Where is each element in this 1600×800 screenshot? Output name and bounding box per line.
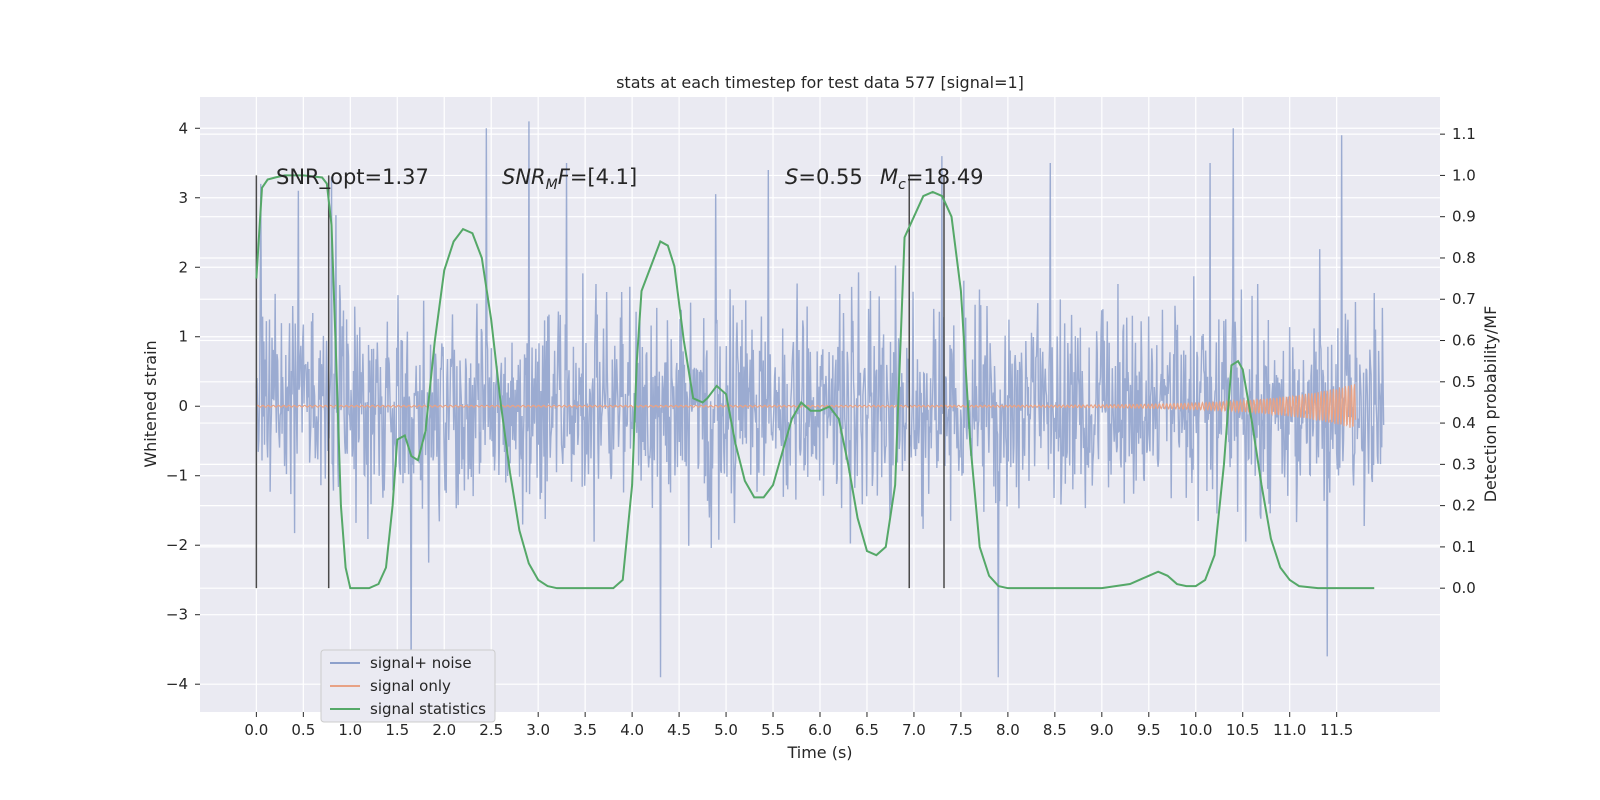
annotation-mc: Mc=18.49 [880,165,984,193]
y-tick-label: −3 [166,606,188,624]
y-right-tick-label: 1.0 [1452,166,1476,184]
y-tick-label: −4 [166,675,188,693]
legend-label-stats: signal statistics [370,700,486,718]
x-tick-label: 3.5 [573,721,597,739]
vertical-markers [255,175,945,589]
annotation-snr-opt: SNR_opt=1.37 [276,165,429,190]
x-tick-label: 3.0 [526,721,550,739]
y-right-axis-label: Detection probability/MF [1481,306,1500,503]
annotation-s: S=0.55 [785,165,863,189]
y-tick-label: 0 [178,397,188,415]
x-tick-label: 5.5 [761,721,785,739]
x-tick-label: 6.5 [855,721,879,739]
legend-box [320,649,496,723]
x-tick-label: 10.5 [1226,721,1259,739]
series-signal-plus-noise [255,121,1385,678]
y-tick-label: 4 [178,119,188,137]
y-right-tick-label: 0.2 [1452,497,1476,515]
x-tick-label: 2.5 [479,721,503,739]
x-axis-label: Time (s) [786,743,852,762]
annotation-s-value: =0.55 [798,165,862,189]
annotation-mc-sub: c [898,177,906,193]
x-tick-label: 11.5 [1320,721,1353,739]
y-tick-label: −2 [166,536,188,554]
x-tick-label: 7.5 [949,721,973,739]
annotation-snr-mf-sub: M [546,177,558,193]
annotation-snr-mf-rest: =[4.1] [570,165,637,189]
y-tick-label: 2 [178,258,188,276]
y-tick-label: −1 [166,467,188,485]
x-tick-label: 4.0 [620,721,644,739]
y-right-tick-label: 0.9 [1452,208,1476,226]
annotation-snr-mf-main: SNR [502,165,546,189]
legend-label-noise: signal+ noise [370,654,472,672]
y-right-tick-label: 0.1 [1452,538,1476,556]
y-right-tick-label: 0.6 [1452,332,1476,350]
x-tick-label: 6.0 [808,721,832,739]
y-tick-label: 3 [178,189,188,207]
x-tick-label: 1.0 [338,721,362,739]
statistics-line [255,174,1375,590]
y-right-tick-label: 0.8 [1452,249,1476,267]
y-right-tick-label: 0.0 [1452,579,1476,597]
x-tick-label: 8.0 [996,721,1020,739]
series-signal-statistics [255,174,1375,590]
noise-trace [255,121,1385,678]
x-tick-label: 0.5 [291,721,315,739]
x-tick-label: 11.0 [1273,721,1306,739]
y-axis-label: Whitened strain [141,340,160,467]
annotation-mc-main: M [880,165,898,189]
x-tick-label: 7.0 [902,721,926,739]
y-right-axis-ticks: 1.1 1.0 0.9 0.8 0.7 0.6 0.5 0.4 0.3 0.2 0.1 0.0 [1440,125,1476,597]
x-tick-label: 5.0 [714,721,738,739]
annotation-s-main: S [785,165,798,189]
y-right-tick-label: 0.3 [1452,455,1476,473]
x-tick-label: 9.0 [1090,721,1114,739]
y-tick-label: 1 [178,328,188,346]
annotation-snr-mf-rest-f: F [558,165,571,189]
legend-label-signal: signal only [370,677,451,695]
x-tick-label: 8.5 [1043,721,1067,739]
x-tick-label: 2.0 [432,721,456,739]
annotation-snr-mf: SNRMF=[4.1] [502,165,637,193]
x-tick-label: 4.5 [667,721,691,739]
y-right-tick-label: 0.7 [1452,290,1476,308]
x-tick-label: 0.0 [244,721,268,739]
legend: signal+ noise signal only signal statist… [320,649,496,723]
x-tick-label: 9.5 [1137,721,1161,739]
y-right-tick-label: 0.5 [1452,373,1476,391]
annotation-mc-value: =18.49 [906,165,984,189]
x-tick-label: 1.5 [385,721,409,739]
x-axis-ticks: 0.0 0.5 1.0 1.5 2.0 2.5 3.0 3.5 4.0 4.5 5.0 5.5 6.0 6… [244,712,1353,739]
x-tick-label: 10.0 [1179,721,1212,739]
y-right-tick-label: 1.1 [1452,125,1476,143]
y-right-tick-label: 0.4 [1452,414,1476,432]
chart-title: stats at each timestep for test data 577… [616,73,1024,92]
y-axis-ticks: 4 3 2 1 0 −1 −2 −3 −4 [166,119,200,693]
